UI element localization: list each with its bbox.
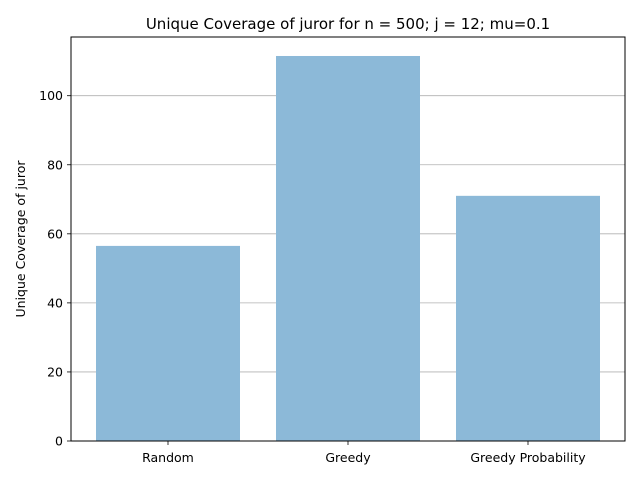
bar-greedy-probability [456, 195, 600, 441]
x-axis: Random Greedy Greedy Probability [142, 441, 586, 465]
y-tick-label: 60 [47, 226, 63, 241]
x-tick-label: Greedy Probability [470, 450, 586, 465]
y-tick-label: 20 [47, 364, 63, 379]
chart-title: Unique Coverage of juror for n = 500; j … [146, 15, 550, 33]
x-tick-label: Random [142, 450, 194, 465]
x-tick-label: Greedy [325, 450, 371, 465]
y-axis-label: Unique Coverage of juror [13, 160, 28, 318]
y-axis: 0 20 40 60 80 100 [39, 88, 71, 449]
y-tick-label: 0 [55, 434, 63, 449]
y-tick-label: 80 [47, 157, 63, 172]
bar-layer [96, 55, 600, 441]
bar-greedy [276, 55, 420, 441]
y-tick-label: 40 [47, 295, 63, 310]
bar-random [96, 245, 240, 441]
y-tick-label: 100 [39, 88, 63, 103]
